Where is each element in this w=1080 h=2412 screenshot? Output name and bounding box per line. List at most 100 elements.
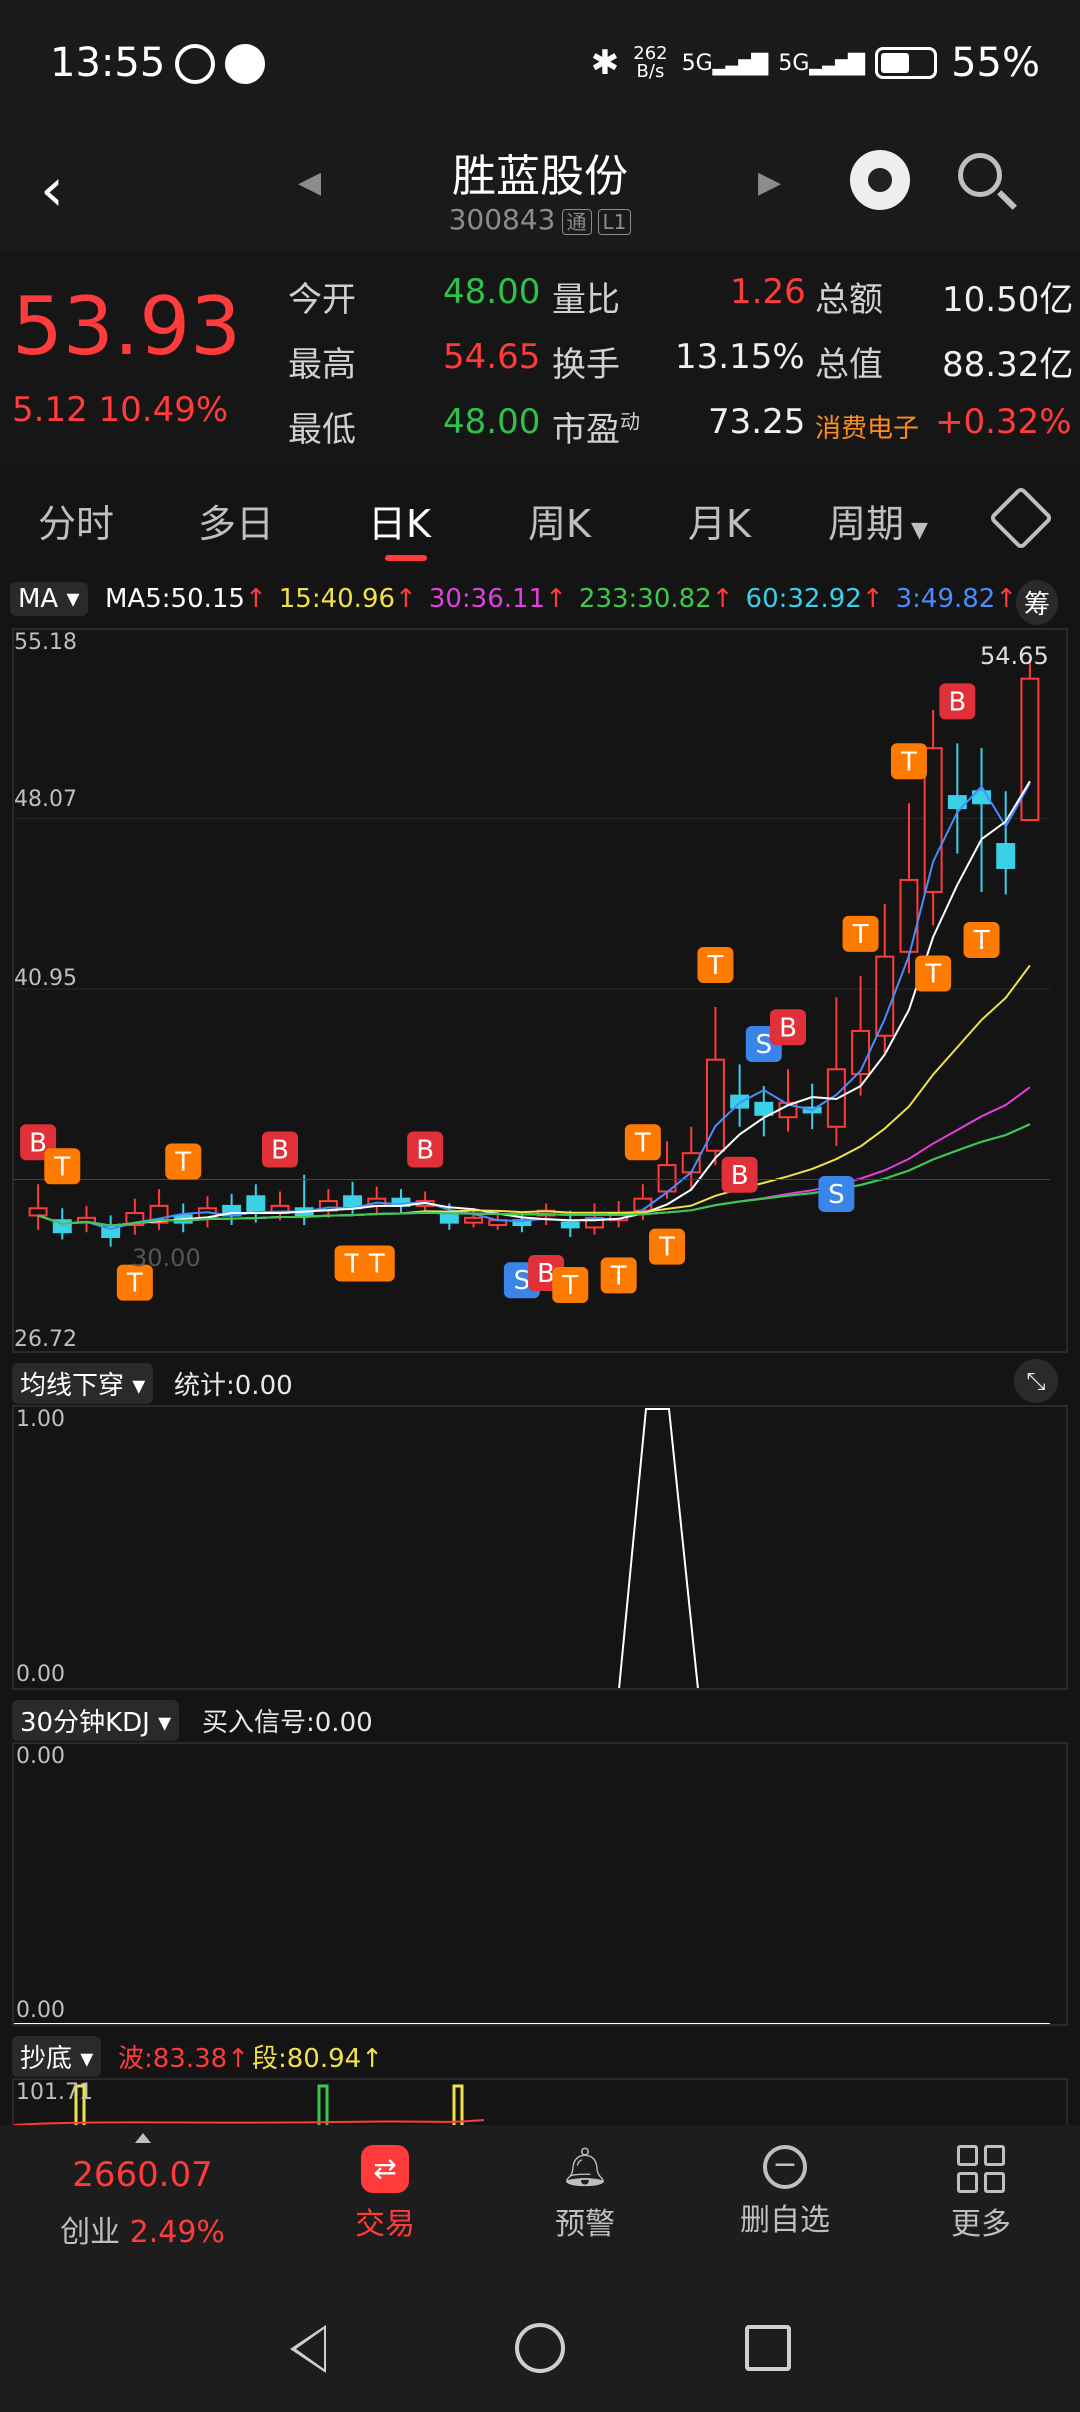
price-change: 5.12 10.49% — [12, 390, 229, 430]
stock-code: 300843 通 L1 — [0, 203, 1080, 236]
candle-body — [996, 843, 1016, 869]
signal-label: T — [900, 747, 917, 777]
period-tabs: 分时 多日 日K 周K 月K 周期 ▼ — [0, 465, 1080, 570]
signal-marker — [818, 1175, 855, 1212]
indicator3-panel[interactable]: 101.71 — [12, 2078, 1068, 2128]
signal-label: T — [344, 1249, 361, 1279]
signal-label: B — [416, 1135, 434, 1165]
index-value[interactable]: 2660.07 — [72, 2155, 213, 2195]
indicator2-header: 30分钟KDJ ▾ 买入信号:0.00 — [12, 1692, 1068, 1742]
tab-monthly-k[interactable]: 月K — [688, 502, 751, 546]
tab-period[interactable]: 周期 ▼ — [828, 502, 928, 546]
mcap-value: 88.32亿 — [942, 345, 1074, 385]
assistant-avatar-icon[interactable] — [850, 150, 910, 210]
system-nav-bar — [0, 2295, 1080, 2412]
signal-label: T — [126, 1269, 143, 1299]
signal-marker — [552, 1267, 589, 1304]
signal-marker — [939, 683, 976, 720]
next-stock-icon[interactable]: ▶ — [758, 165, 782, 200]
indicator3-selector[interactable]: 抄底 ▾ — [12, 2036, 102, 2077]
ma-item: 233:30.82↑ — [578, 584, 734, 614]
signal-marker — [407, 1131, 444, 1168]
bottom-toolbar: 2660.07 创业 2.49% ⇄ 交易 🔔︎ 预警 − 删自选 更多 — [0, 2125, 1080, 2295]
ma-up-arrow: ↑ — [545, 584, 567, 614]
mcap-label: 总值 — [815, 345, 883, 385]
high-label: 最高 — [288, 345, 356, 385]
indicator2-selector[interactable]: 30分钟KDJ ▾ — [12, 1700, 180, 1741]
search-icon[interactable] — [958, 153, 1002, 197]
stock-name: 胜蓝股份 — [452, 151, 628, 202]
bell-icon: 🔔︎ — [561, 2145, 610, 2189]
candle-body — [972, 790, 991, 805]
pe-value: 73.25 — [708, 402, 806, 442]
indicator2-chart — [14, 2023, 1050, 2024]
tab-indicator — [385, 555, 427, 561]
signal-label: T — [852, 920, 869, 950]
chips-button[interactable]: 筹 — [1016, 580, 1058, 625]
candle-body — [923, 747, 943, 893]
trade-icon: ⇄ — [361, 2145, 409, 2193]
signal-marker — [165, 1143, 202, 1180]
ma-item: MA5:50.15↑ — [105, 584, 267, 614]
prev-stock-icon[interactable]: ◀ — [298, 165, 322, 200]
index-info[interactable]: 创业 2.49% — [60, 2215, 225, 2250]
back-icon[interactable]: ‹ — [40, 155, 64, 225]
indicator2-panel[interactable]: 0.00 0.00 — [12, 1742, 1068, 2026]
signal-label: T — [973, 926, 990, 956]
indicator1-selector[interactable]: 均线下穿 ▾ — [12, 1363, 154, 1404]
signal-marker — [915, 955, 952, 992]
signal-label: B — [271, 1135, 289, 1165]
sector-name[interactable]: 消费电子 — [815, 414, 920, 444]
signal-label: S — [756, 1030, 773, 1060]
signal-marker — [116, 1264, 153, 1301]
nav-remove-watchlist[interactable]: − 删自选 — [740, 2145, 830, 2238]
expand-icon[interactable]: ⤡ — [1014, 1359, 1058, 1403]
ma-item: 60:32.92↑ — [745, 584, 884, 614]
y-axis-mid1: 48.07 — [14, 787, 77, 812]
signal-label: T — [924, 959, 941, 989]
candle-body — [754, 1101, 774, 1116]
battery-percent: 55% — [951, 40, 1040, 86]
indicator2-top: 0.00 — [16, 1744, 65, 1769]
signal-label: T — [174, 1147, 191, 1177]
y-axis-mid2: 40.95 — [14, 966, 77, 991]
nav-back-icon-inner — [296, 2329, 324, 2369]
tab-intraday[interactable]: 分时 — [38, 502, 115, 546]
signal-marker — [842, 915, 879, 952]
minus-circle-icon: − — [763, 2145, 807, 2189]
candle-body — [246, 1195, 266, 1215]
signal-label: T — [634, 1128, 651, 1158]
tab-multiday[interactable]: 多日 — [198, 502, 275, 546]
stock-header: ‹ ◀ 胜蓝股份 300843 通 L1 ▶ — [0, 135, 1080, 250]
tab-weekly-k[interactable]: 周K — [528, 502, 591, 546]
nav-home-icon[interactable] — [515, 2323, 565, 2373]
ma3-line — [37, 782, 1031, 1231]
indicator3-top: 101.71 — [16, 2080, 93, 2105]
nav-trade[interactable]: ⇄ 交易 — [277, 2145, 493, 2243]
signal-label: T — [561, 1271, 578, 1301]
signal-label: B — [779, 1013, 797, 1043]
tab-daily-k[interactable]: 日K — [368, 502, 431, 546]
indicator1-top: 1.00 — [16, 1407, 65, 1432]
indicator1-panel[interactable]: 1.00 0.00 — [12, 1405, 1068, 1690]
ma-item: 3:49.82↑ — [895, 584, 1018, 614]
last-price: 53.93 — [12, 280, 242, 373]
signal-label: B — [537, 1259, 555, 1289]
watermark-price: 30.00 — [132, 1244, 201, 1272]
y-axis-top: 55.18 — [14, 630, 77, 655]
bluetooth-icon: ✱ — [590, 43, 620, 83]
nav-alert[interactable]: 🔔︎ 预警 — [555, 2145, 615, 2242]
signal-label: T — [53, 1152, 70, 1182]
indicator3-seg: 段:80.94↑ — [252, 2044, 383, 2074]
nav-more[interactable]: 更多 — [873, 2145, 1080, 2243]
ma-selector[interactable]: MA ▾ — [10, 582, 88, 616]
candle-body — [851, 1029, 871, 1076]
ma-up-arrow: ↑ — [861, 584, 884, 614]
indicator1-bottom: 0.00 — [16, 1662, 65, 1687]
nav-recents-icon[interactable] — [745, 2325, 791, 2371]
signal-label: S — [514, 1266, 531, 1296]
settings-icon[interactable] — [988, 485, 1054, 551]
open-value: 48.00 — [443, 272, 541, 312]
